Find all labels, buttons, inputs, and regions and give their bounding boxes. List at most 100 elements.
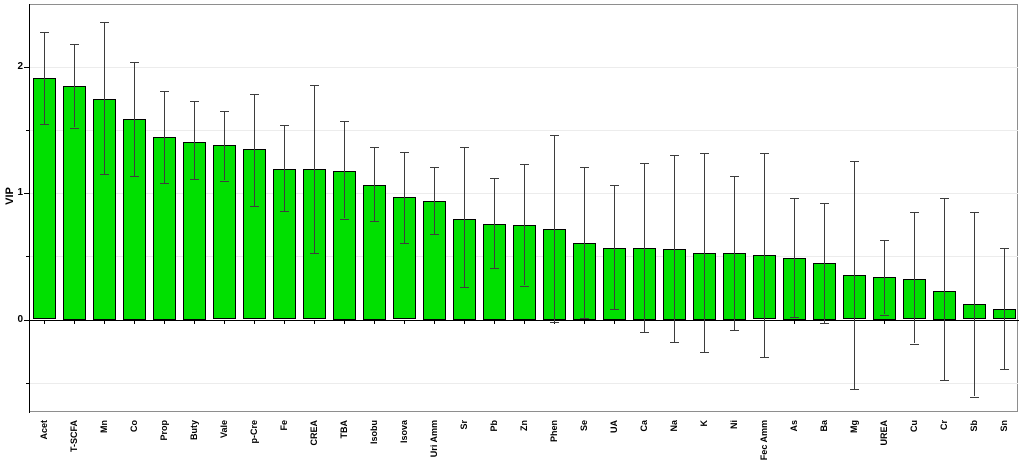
x-tick: [344, 321, 345, 324]
error-bar-cap-top: [100, 22, 109, 23]
x-category-label: Prop: [159, 420, 169, 441]
x-category-label: Isobu: [369, 420, 379, 444]
error-bar-cap-bottom: [40, 124, 49, 125]
error-bar-line: [584, 167, 585, 318]
x-category-label: Ni: [729, 420, 739, 429]
x-category-label: T-SCFA: [69, 420, 79, 453]
gridline: [30, 383, 1018, 384]
y-major-tick: [24, 320, 29, 321]
error-bar-cap-bottom: [610, 309, 619, 310]
x-category-label: UREA: [879, 420, 889, 446]
x-tick: [524, 321, 525, 324]
error-bar-line: [74, 44, 75, 127]
error-bar-cap-top: [40, 32, 49, 33]
error-bar-cap-top: [340, 121, 349, 122]
x-tick: [74, 321, 75, 324]
x-tick: [434, 321, 435, 324]
error-bar-line: [854, 161, 855, 389]
x-category-label: As: [789, 420, 799, 432]
error-bar-cap-top: [550, 135, 559, 136]
y-tick-label: 2: [17, 61, 23, 72]
error-bar-line: [794, 198, 795, 317]
error-bar-cap-top: [610, 185, 619, 186]
x-tick: [164, 321, 165, 324]
x-tick: [404, 321, 405, 324]
error-bar-cap-top: [640, 163, 649, 164]
error-bar-line: [344, 121, 345, 218]
error-bar-cap-top: [1000, 248, 1009, 249]
error-bar-line: [224, 111, 225, 180]
error-bar-line: [884, 240, 885, 314]
error-bar-line: [314, 85, 315, 253]
x-category-label: K: [699, 420, 709, 427]
error-bar-cap-top: [940, 198, 949, 199]
y-axis-line: [29, 4, 30, 413]
error-bar-line: [254, 94, 255, 206]
x-category-label: Acet: [39, 420, 49, 440]
error-bar-line: [644, 163, 645, 332]
error-bar-line: [554, 135, 555, 322]
x-category-label: p-Cre: [249, 420, 259, 444]
error-bar-line: [164, 91, 165, 183]
x-tick: [794, 321, 795, 324]
error-bar-cap-top: [910, 212, 919, 213]
error-bar-cap-bottom: [280, 211, 289, 212]
x-category-label: Se: [579, 420, 589, 432]
x-tick: [284, 321, 285, 324]
error-bar-cap-top: [70, 44, 79, 45]
x-category-label: Uri Amm: [429, 420, 439, 458]
error-bar-cap-top: [370, 147, 379, 148]
error-bar-cap-bottom: [100, 174, 109, 175]
x-category-label: Mg: [849, 420, 859, 433]
error-bar-cap-top: [130, 62, 139, 63]
x-category-label: Fe: [279, 420, 289, 431]
error-bar-line: [524, 164, 525, 285]
x-tick: [614, 321, 615, 324]
x-tick: [884, 321, 885, 324]
error-bar-line: [614, 185, 615, 310]
x-category-label: CREA: [309, 420, 319, 446]
error-bar-cap-top: [850, 161, 859, 162]
error-bar-cap-top: [760, 153, 769, 154]
error-bar-cap-bottom: [700, 352, 709, 353]
error-bar-cap-top: [820, 203, 829, 204]
x-tick: [224, 321, 225, 324]
error-bar-line: [194, 101, 195, 179]
x-category-label: Co: [129, 420, 139, 432]
error-bar-line: [974, 212, 975, 396]
error-bar-cap-bottom: [970, 397, 979, 398]
y-tick-label: 1: [17, 187, 23, 198]
error-bar-line: [434, 167, 435, 234]
error-bar-line: [494, 178, 495, 268]
error-bar-line: [914, 212, 915, 343]
error-bar-cap-top: [700, 153, 709, 154]
x-category-label: Pb: [489, 420, 499, 432]
error-bar-line: [44, 32, 45, 124]
y-minor-tick: [26, 256, 29, 257]
gridline: [30, 67, 1018, 68]
error-bar-line: [704, 153, 705, 352]
error-bar-line: [404, 152, 405, 243]
error-bar-cap-bottom: [190, 179, 199, 180]
error-bar-cap-bottom: [250, 206, 259, 207]
x-category-label: UA: [609, 420, 619, 433]
error-bar-cap-bottom: [910, 344, 919, 345]
y-tick-label: 0: [17, 314, 23, 325]
error-bar-line: [944, 198, 945, 380]
x-tick: [464, 321, 465, 324]
error-bar-line: [764, 153, 765, 357]
x-category-label: Cu: [909, 420, 919, 432]
x-tick: [314, 321, 315, 324]
x-category-label: Isova: [399, 420, 409, 444]
x-tick: [44, 321, 45, 324]
y-major-tick: [24, 67, 29, 68]
error-bar-cap-bottom: [220, 181, 229, 182]
error-bar-cap-bottom: [370, 221, 379, 222]
error-bar-cap-bottom: [1000, 369, 1009, 370]
x-tick: [584, 321, 585, 324]
error-bar-cap-top: [160, 91, 169, 92]
error-bar-cap-top: [880, 240, 889, 241]
x-category-label: Ba: [819, 420, 829, 432]
error-bar-cap-top: [970, 212, 979, 213]
x-category-label: Cr: [939, 420, 949, 431]
